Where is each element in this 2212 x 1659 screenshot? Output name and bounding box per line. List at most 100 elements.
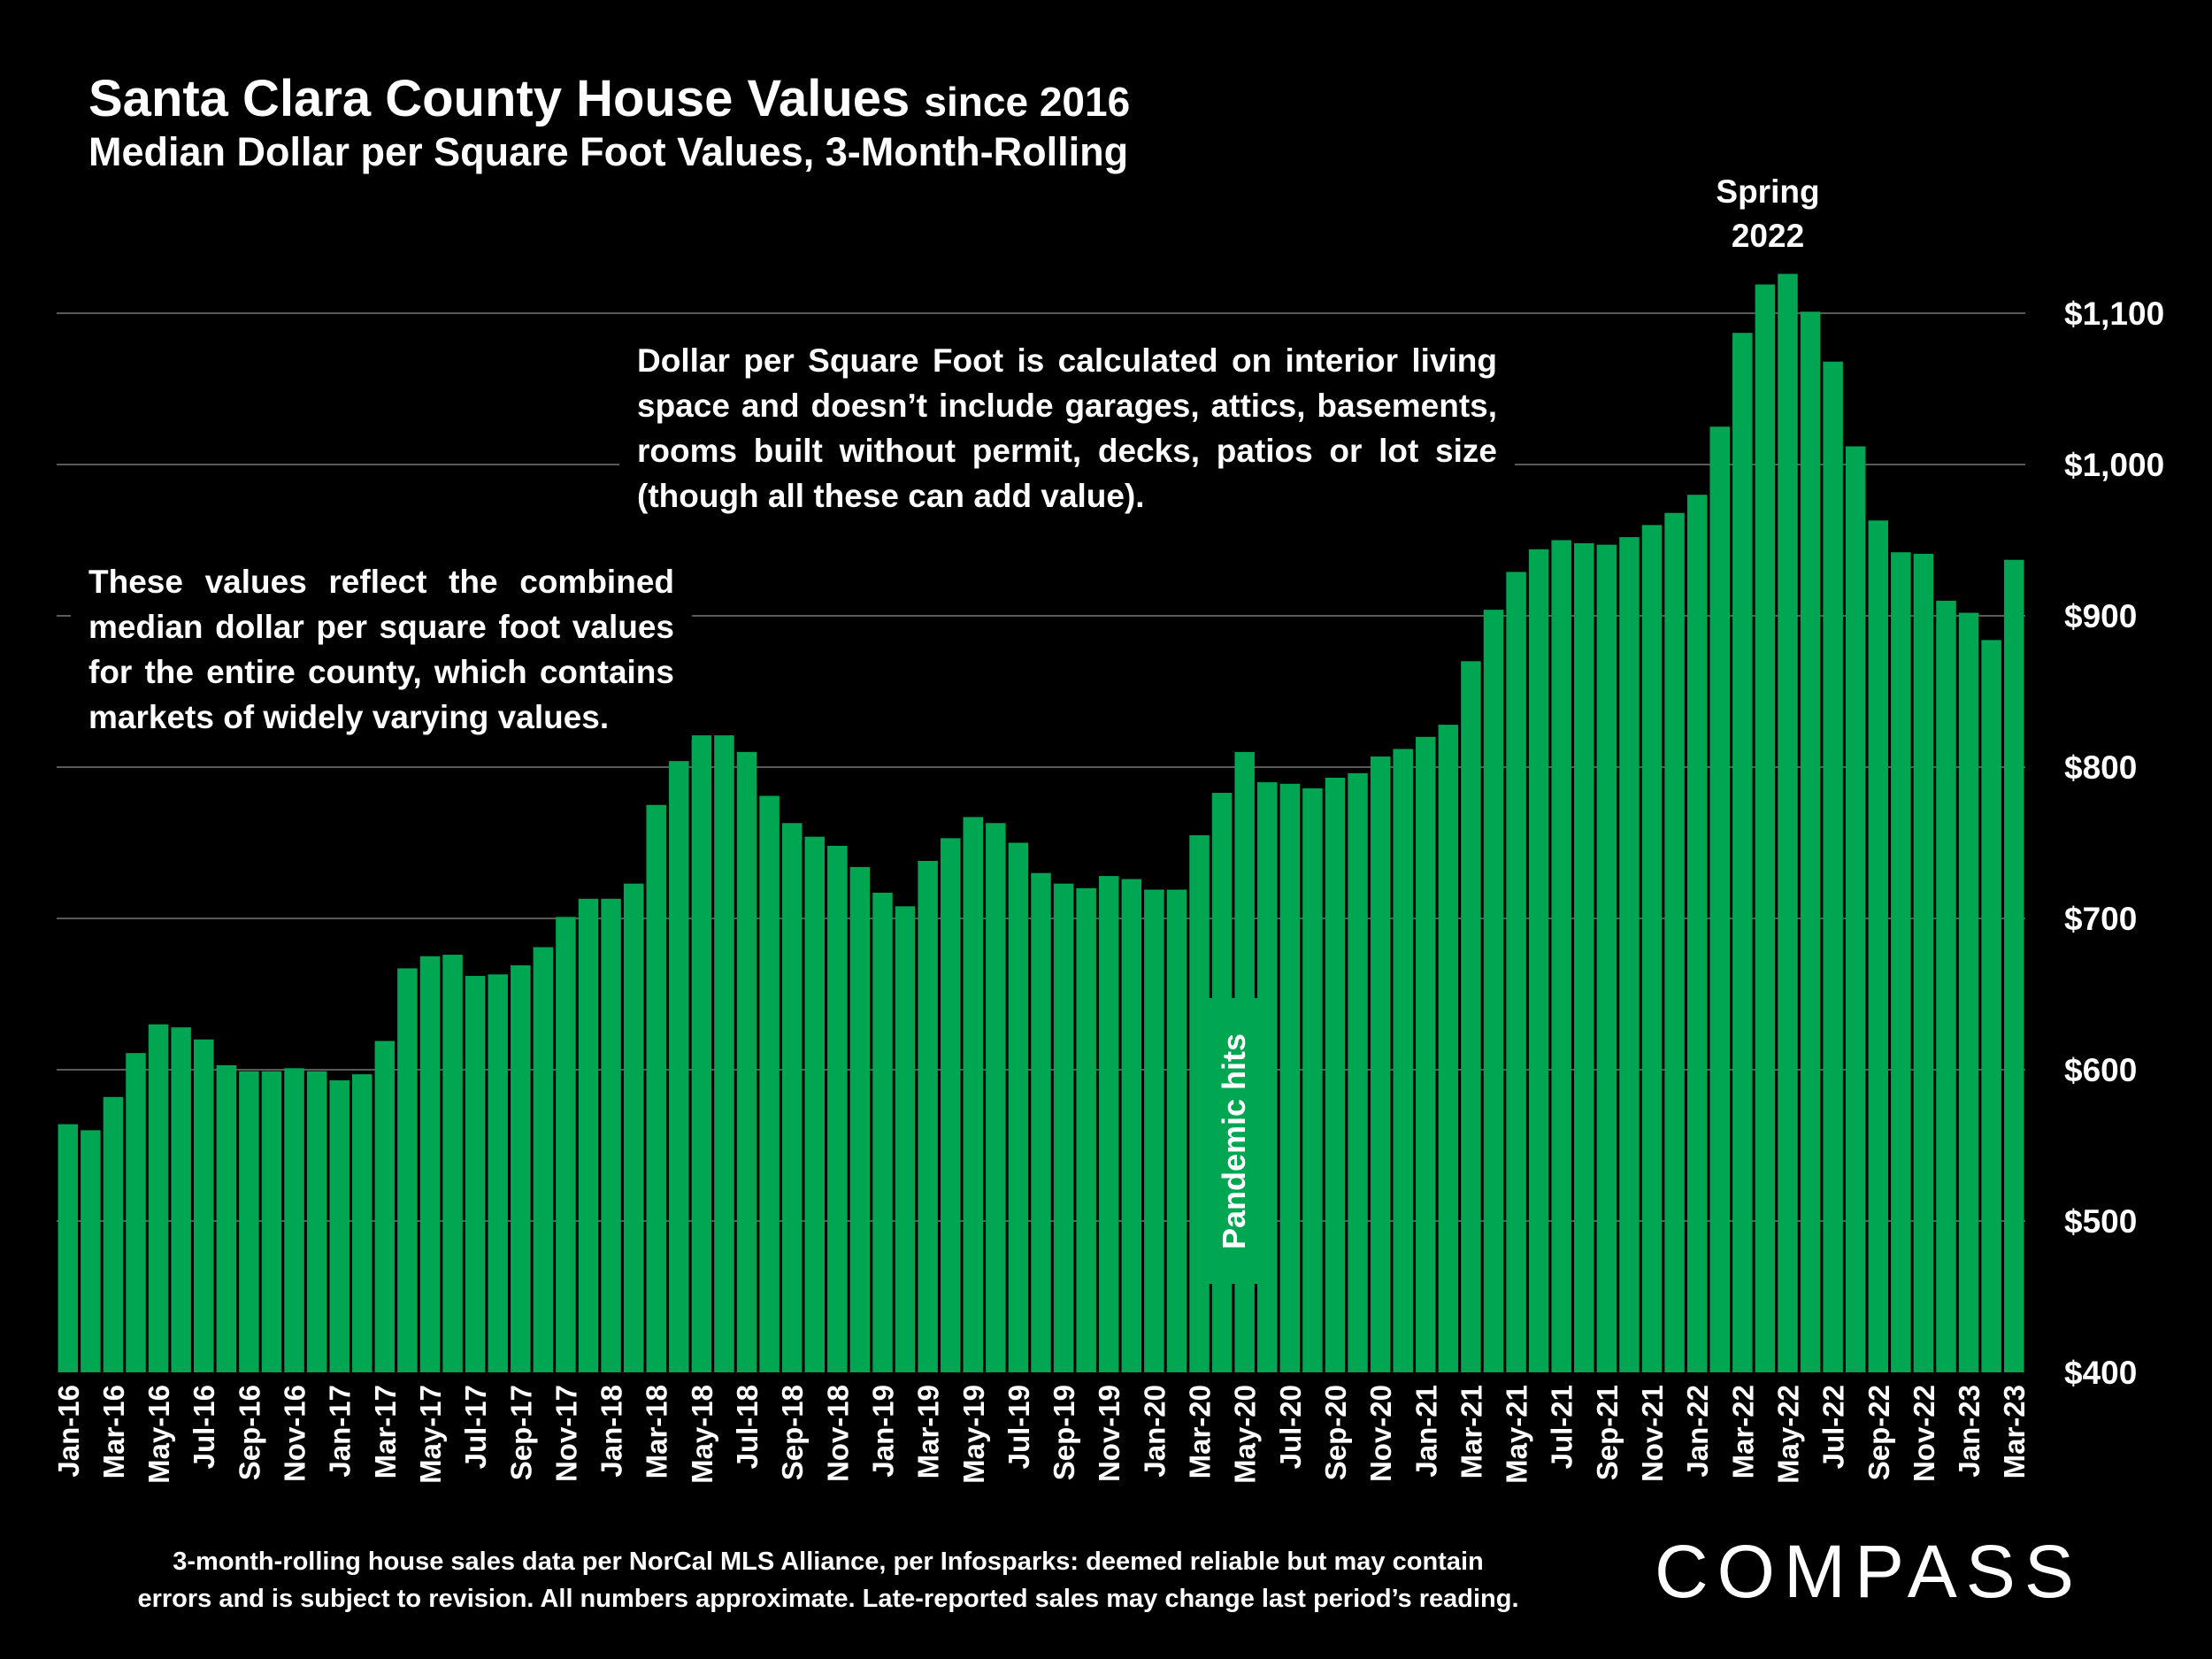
x-tick-label: May-21 [1501, 1385, 1533, 1484]
x-tick-label: Nov-17 [549, 1385, 582, 1482]
bar-Feb-23 [1981, 640, 2001, 1372]
x-tick-label: Sep-20 [1319, 1385, 1352, 1480]
bar-Feb-19 [895, 906, 916, 1372]
bar-Jan-16 [58, 1124, 79, 1372]
bar-Dec-19 [1121, 879, 1142, 1372]
x-tick-label: Mar-23 [1998, 1385, 2031, 1479]
bar-Oct-21 [1619, 537, 1640, 1372]
x-tick-label: Nov-21 [1636, 1385, 1669, 1482]
bar-Nov-17 [556, 917, 576, 1372]
title-main: Santa Clara County House Values [88, 70, 910, 127]
x-tick-label: May-19 [957, 1385, 990, 1484]
bar-Nov-19 [1098, 876, 1119, 1372]
bar-Jul-20 [1279, 783, 1301, 1372]
bar-Jul-22 [1823, 361, 1843, 1373]
x-tick-label: May-22 [1771, 1385, 1804, 1484]
bar-May-21 [1506, 572, 1526, 1372]
chart-title: Santa Clara County House Values since 20… [88, 71, 1130, 130]
y-axis-labels: $400 $500 $600 $700 $800 $900 $1,000 $1,100 [2064, 296, 2164, 1391]
x-tick-label: Nov-20 [1364, 1385, 1397, 1482]
x-tick-label: Mar-17 [369, 1385, 402, 1479]
bar-Feb-21 [1438, 725, 1459, 1372]
bar-Apr-19 [940, 838, 961, 1372]
bar-Oct-22 [1891, 552, 1911, 1372]
x-tick-label: May-16 [142, 1385, 175, 1484]
x-tick-label: Mar-20 [1184, 1385, 1217, 1479]
bar-Jun-22 [1800, 311, 1821, 1372]
bar-Apr-18 [669, 761, 689, 1372]
bar-Jun-20 [1256, 782, 1278, 1372]
x-tick-label: May-17 [414, 1385, 447, 1484]
bar-Oct-20 [1348, 772, 1368, 1372]
bar-May-18 [691, 735, 712, 1372]
bar-Apr-21 [1483, 610, 1504, 1372]
bar-Oct-18 [804, 836, 826, 1372]
bar-Jul-18 [736, 751, 757, 1372]
bar-Sep-17 [511, 965, 531, 1372]
chart-subtitle: Median Dollar per Square Foot Values, 3-… [88, 129, 1129, 174]
x-tick-label: Nov-19 [1093, 1385, 1125, 1482]
bar-Nov-18 [827, 845, 848, 1372]
x-tick-label: Mar-21 [1455, 1385, 1487, 1479]
bar-Nov-20 [1370, 757, 1391, 1372]
title-suffix: since 2016 [924, 79, 1131, 125]
bar-Mar-22 [1732, 333, 1753, 1373]
x-tick-label: Sep-18 [776, 1385, 809, 1480]
bar-Jul-17 [465, 975, 486, 1372]
bar-Jan-20 [1144, 889, 1164, 1372]
x-tick-label: Sep-21 [1591, 1385, 1624, 1480]
bar-Aug-21 [1574, 542, 1594, 1372]
bar-Jan-23 [1958, 612, 1979, 1372]
bar-Jul-16 [193, 1039, 214, 1372]
bar-Feb-22 [1709, 426, 1730, 1372]
bar-Apr-17 [397, 968, 418, 1372]
bar-Dec-21 [1664, 512, 1685, 1372]
x-tick-label: Jul-18 [731, 1385, 764, 1469]
x-tick-label: Nov-22 [1908, 1385, 1940, 1482]
bar-Nov-16 [284, 1068, 304, 1372]
bar-Sep-16 [239, 1071, 259, 1372]
bar-Dec-22 [1936, 600, 1956, 1372]
bar-Apr-16 [126, 1053, 146, 1372]
compass-logo: COMPASS [1655, 1530, 2083, 1613]
bars [58, 273, 2024, 1373]
x-tick-label: Mar-16 [97, 1385, 130, 1479]
bar-Aug-18 [759, 795, 780, 1372]
y-tick-label: $800 [2064, 749, 2137, 786]
pandemic-label: Pandemic hits [1216, 1033, 1252, 1249]
spring-2022-annotation: Spring 2022 [1681, 170, 1855, 258]
pandemic-annotation: Pandemic hits [1208, 998, 1261, 1284]
footer-source: 3-month-rolling house sales data per Nor… [88, 1543, 1568, 1617]
bar-Jun-18 [714, 735, 734, 1372]
y-tick-label: $700 [2064, 901, 2137, 937]
bar-Dec-17 [578, 898, 599, 1372]
bar-Mar-19 [918, 861, 938, 1372]
bar-May-17 [419, 956, 441, 1372]
x-tick-label: Jan-22 [1681, 1385, 1714, 1478]
spring-line2: 2022 [1731, 218, 1805, 254]
x-tick-label: Jul-17 [459, 1385, 492, 1469]
x-tick-label: Jul-22 [1817, 1385, 1850, 1469]
bar-Aug-17 [488, 974, 508, 1372]
x-tick-label: May-20 [1229, 1385, 1262, 1484]
bar-Jan-17 [329, 1079, 349, 1372]
x-tick-label: Jul-21 [1546, 1385, 1578, 1469]
bar-Mar-17 [374, 1041, 396, 1372]
x-tick-label: Jul-16 [188, 1385, 220, 1469]
bar-Feb-18 [623, 883, 644, 1372]
x-tick-label: Jan-18 [595, 1385, 628, 1478]
x-tick-label: Mar-19 [912, 1385, 945, 1479]
x-axis-labels: Jan-16 Mar-16 May-16 Jul-16 Sep-16 Nov-16 Jan-… [52, 1385, 2031, 1484]
bar-Jun-16 [171, 1027, 191, 1372]
bar-Jun-17 [442, 955, 463, 1372]
bar-Mar-20 [1189, 834, 1210, 1372]
bar-Jan-18 [601, 898, 621, 1372]
bar-Oct-16 [261, 1071, 282, 1372]
bar-Aug-19 [1031, 872, 1051, 1372]
x-tick-label: Jan-20 [1138, 1385, 1171, 1478]
x-tick-label: Jan-21 [1409, 1385, 1442, 1478]
bar-Mar-23 [2003, 559, 2024, 1372]
sqft-note: Dollar per Square Foot is calculated on … [619, 338, 1515, 518]
footer-line2: errors and is subject to revision. All n… [137, 1585, 1519, 1613]
bar-Dec-20 [1393, 749, 1413, 1372]
